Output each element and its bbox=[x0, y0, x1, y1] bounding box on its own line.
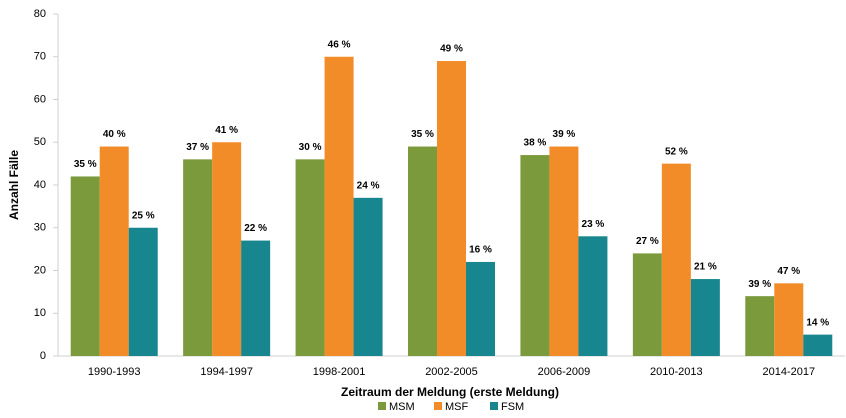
y-tick-label: 60 bbox=[34, 93, 46, 105]
bar bbox=[549, 146, 579, 356]
y-tick-label: 80 bbox=[34, 8, 46, 20]
bar bbox=[578, 236, 608, 356]
value-label: 14 % bbox=[806, 317, 829, 328]
bar bbox=[745, 296, 775, 356]
legend-swatch bbox=[434, 402, 442, 410]
x-tick-label: 2014-2017 bbox=[762, 366, 815, 378]
bar bbox=[520, 155, 550, 356]
value-label: 39 % bbox=[748, 279, 771, 290]
bar bbox=[774, 283, 804, 356]
value-label: 38 % bbox=[524, 138, 547, 149]
value-label: 22 % bbox=[244, 223, 267, 234]
bar bbox=[128, 227, 158, 356]
x-tick-label: 2010-2013 bbox=[650, 366, 703, 378]
value-label: 47 % bbox=[777, 266, 800, 277]
value-label: 24 % bbox=[357, 180, 380, 191]
value-label: 49 % bbox=[440, 44, 463, 55]
legend-label: FSM bbox=[501, 401, 524, 413]
value-label: 35 % bbox=[74, 159, 97, 170]
y-axis-label: Anzahl Fälle bbox=[7, 150, 21, 220]
bar bbox=[690, 279, 720, 356]
bar bbox=[803, 334, 833, 356]
bar bbox=[241, 240, 271, 356]
bar bbox=[408, 146, 437, 356]
value-label: 35 % bbox=[411, 129, 434, 140]
value-label: 39 % bbox=[553, 129, 576, 140]
bar bbox=[183, 159, 213, 356]
value-label: 21 % bbox=[694, 262, 717, 273]
value-label: 40 % bbox=[103, 129, 126, 140]
value-label: 41 % bbox=[215, 125, 238, 136]
y-tick-label: 0 bbox=[40, 350, 46, 362]
bar bbox=[70, 176, 100, 356]
value-label: 25 % bbox=[132, 210, 155, 221]
legend-swatch bbox=[490, 402, 498, 410]
y-tick-label: 10 bbox=[34, 307, 46, 319]
x-axis-label: Zeitraum der Meldung (erste Meldung) bbox=[341, 385, 559, 399]
bar bbox=[295, 159, 325, 356]
bar bbox=[99, 146, 129, 356]
y-tick-label: 30 bbox=[34, 222, 46, 234]
x-tick-label: 2006-2009 bbox=[538, 366, 591, 378]
x-tick-label: 1994-1997 bbox=[200, 366, 253, 378]
value-label: 46 % bbox=[328, 39, 351, 50]
x-tick-label: 1990-1993 bbox=[88, 366, 141, 378]
y-tick-label: 50 bbox=[34, 136, 46, 148]
bar bbox=[661, 163, 691, 356]
legend-label: MSM bbox=[389, 401, 415, 413]
bar bbox=[212, 142, 242, 356]
value-label: 37 % bbox=[186, 142, 209, 153]
legend-label: MSF bbox=[445, 401, 469, 413]
bar bbox=[324, 56, 354, 356]
x-tick-label: 1998-2001 bbox=[313, 366, 366, 378]
x-tick-label: 2002-2005 bbox=[425, 366, 478, 378]
value-label: 27 % bbox=[636, 236, 659, 247]
legend-swatch bbox=[378, 402, 386, 410]
bar bbox=[632, 253, 662, 356]
bar bbox=[437, 61, 466, 357]
value-label: 23 % bbox=[582, 219, 605, 230]
bar bbox=[466, 261, 495, 356]
bar bbox=[353, 197, 383, 356]
y-tick-label: 20 bbox=[34, 264, 46, 276]
y-tick-label: 40 bbox=[34, 179, 46, 191]
value-label: 52 % bbox=[665, 146, 688, 157]
y-tick-label: 70 bbox=[34, 51, 46, 63]
value-label: 16 % bbox=[469, 245, 492, 256]
value-label: 30 % bbox=[299, 142, 322, 153]
